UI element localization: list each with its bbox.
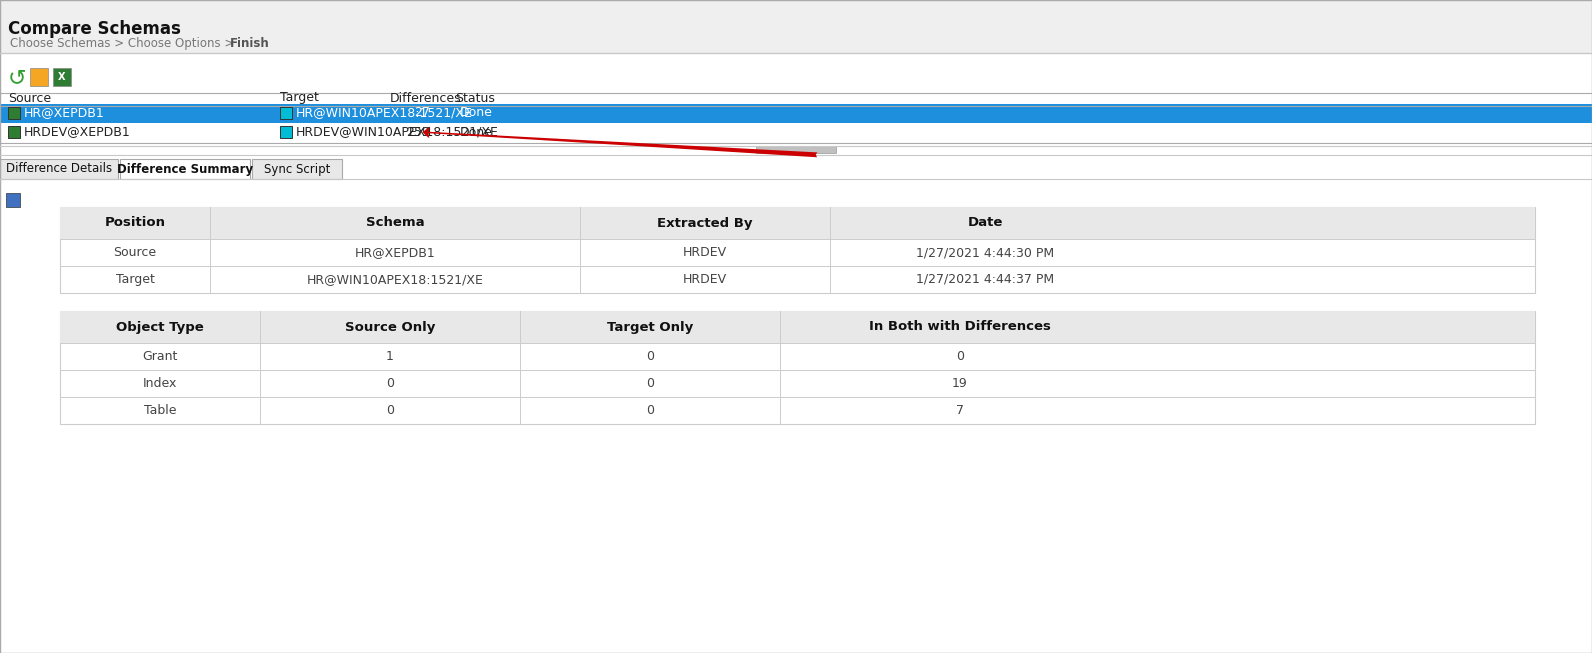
Text: Status: Status xyxy=(455,91,495,104)
Text: 1/27/2021 4:44:37 PM: 1/27/2021 4:44:37 PM xyxy=(915,273,1054,286)
Text: 0: 0 xyxy=(957,350,965,363)
Text: 27: 27 xyxy=(414,106,430,119)
Text: Table: Table xyxy=(143,404,177,417)
Text: Index: Index xyxy=(143,377,177,390)
Bar xyxy=(0,103,1592,123)
Text: HRDEV: HRDEV xyxy=(683,273,728,286)
Bar xyxy=(6,193,21,207)
Text: 0: 0 xyxy=(646,350,654,363)
Text: Target: Target xyxy=(116,273,154,286)
Bar xyxy=(53,68,72,86)
Text: Difference Summary: Difference Summary xyxy=(116,163,253,176)
Text: HRDEV@WIN10APEX18:1521/XE: HRDEV@WIN10APEX18:1521/XE xyxy=(296,125,498,138)
Text: 19: 19 xyxy=(952,377,968,390)
Text: 7: 7 xyxy=(957,404,965,417)
Text: ↺: ↺ xyxy=(8,68,27,88)
Text: Grant: Grant xyxy=(142,350,178,363)
Text: Target Only: Target Only xyxy=(607,321,693,334)
Bar xyxy=(60,266,1535,293)
Bar xyxy=(8,107,21,119)
Bar xyxy=(60,343,1535,370)
Bar xyxy=(60,397,1535,424)
Text: HRDEV: HRDEV xyxy=(683,246,728,259)
Text: Sync Script: Sync Script xyxy=(264,163,330,176)
Bar xyxy=(0,0,1592,53)
Bar xyxy=(0,159,118,179)
Text: 1/27/2021 4:44:30 PM: 1/27/2021 4:44:30 PM xyxy=(915,246,1054,259)
Text: Choose Schemas > Choose Options >: Choose Schemas > Choose Options > xyxy=(10,37,237,50)
Text: Difference Details: Difference Details xyxy=(6,163,111,176)
Bar xyxy=(30,68,48,86)
Text: 259: 259 xyxy=(406,125,430,138)
Text: Differences: Differences xyxy=(390,91,462,104)
Bar xyxy=(60,311,1535,424)
Text: Compare Schemas: Compare Schemas xyxy=(8,20,181,38)
Text: HR@WIN10APEX18:1521/XE: HR@WIN10APEX18:1521/XE xyxy=(307,273,484,286)
Text: Source: Source xyxy=(113,246,156,259)
Bar xyxy=(280,107,291,119)
Text: HRDEV@XEPDB1: HRDEV@XEPDB1 xyxy=(24,125,131,138)
Text: 1: 1 xyxy=(387,350,393,363)
Bar xyxy=(60,207,1535,293)
Text: In Both with Differences: In Both with Differences xyxy=(869,321,1051,334)
Text: Schema: Schema xyxy=(366,217,425,229)
Text: Target: Target xyxy=(280,91,318,104)
Text: Position: Position xyxy=(105,217,166,229)
Bar xyxy=(119,159,250,179)
Bar xyxy=(60,239,1535,266)
Text: Finish: Finish xyxy=(229,37,269,50)
Bar xyxy=(60,207,1535,239)
Text: X: X xyxy=(59,72,65,82)
Text: HR@XEPDB1: HR@XEPDB1 xyxy=(24,106,105,119)
Text: 0: 0 xyxy=(385,377,393,390)
Bar xyxy=(280,126,291,138)
Text: HR@WIN10APEX18:1521/XE: HR@WIN10APEX18:1521/XE xyxy=(296,106,473,119)
Text: Done: Done xyxy=(460,125,494,138)
Text: Source: Source xyxy=(8,91,51,104)
Text: 0: 0 xyxy=(646,404,654,417)
Text: 0: 0 xyxy=(385,404,393,417)
Bar xyxy=(252,159,342,179)
Bar xyxy=(60,311,1535,343)
Bar xyxy=(8,126,21,138)
Text: Source Only: Source Only xyxy=(345,321,435,334)
Text: Object Type: Object Type xyxy=(116,321,204,334)
Bar xyxy=(60,370,1535,397)
Text: 0: 0 xyxy=(646,377,654,390)
Text: Date: Date xyxy=(968,217,1003,229)
Text: HR@XEPDB1: HR@XEPDB1 xyxy=(355,246,435,259)
Bar xyxy=(756,146,836,153)
Text: Extracted By: Extracted By xyxy=(657,217,753,229)
Text: Done: Done xyxy=(460,106,494,119)
